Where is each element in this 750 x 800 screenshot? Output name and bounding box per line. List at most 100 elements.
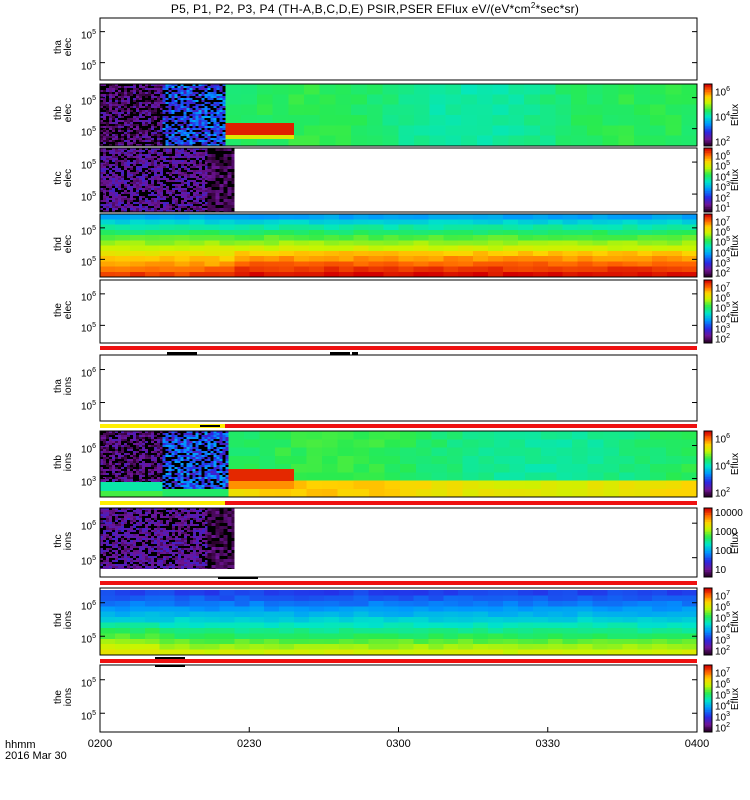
heat-cell [157, 202, 160, 204]
heat-cell [162, 120, 166, 122]
heat-cell [192, 122, 196, 124]
colorbar-cell [704, 462, 712, 465]
heat-cell [174, 144, 178, 146]
heat-cell [121, 196, 124, 198]
heat-cell [187, 186, 190, 188]
heat-cell [231, 154, 235, 157]
heat-cell [115, 152, 118, 154]
heat-cell [109, 84, 112, 86]
heat-cell [181, 156, 184, 158]
heat-cell [198, 457, 202, 459]
heat-cell [124, 172, 127, 174]
heat-cell [151, 92, 154, 94]
heat-cell [618, 455, 636, 465]
heat-cell [133, 106, 136, 108]
heat-cell [127, 198, 130, 200]
heat-cell [201, 120, 205, 122]
heat-cell [118, 441, 121, 443]
heat-cell [171, 128, 175, 130]
heat-cell [462, 480, 479, 490]
heat-cell [199, 166, 202, 168]
heat-cell [145, 120, 148, 122]
heat-cell [154, 158, 157, 160]
heat-cell [168, 475, 172, 477]
heat-cell [106, 196, 109, 198]
heat-cell [222, 471, 226, 473]
heat-cell [145, 467, 148, 469]
heat-cell [165, 467, 169, 469]
colorbar-cell [704, 180, 712, 183]
heat-cell [115, 134, 118, 136]
heat-cell [183, 106, 187, 108]
heat-cell [169, 172, 172, 174]
heat-cell [186, 106, 190, 108]
heat-cell [473, 256, 489, 262]
heat-cell [174, 453, 178, 455]
heat-cell [142, 461, 145, 463]
colorbar-cell [704, 164, 712, 167]
heat-cell [130, 198, 133, 200]
heat-cell [145, 98, 148, 100]
heat-cell [160, 124, 163, 126]
heat-cell [547, 250, 564, 257]
heat-cell [368, 256, 385, 262]
heat-cell [195, 439, 199, 441]
heat-cell [204, 130, 208, 132]
heat-cell [174, 485, 178, 487]
heat-cell [103, 96, 106, 98]
heat-cell [136, 84, 139, 86]
heat-cell [201, 130, 205, 132]
heat-cell [178, 200, 181, 202]
heat-cell [165, 479, 169, 481]
heat-cell [231, 181, 235, 184]
heat-cell [413, 245, 429, 252]
heat-cell [133, 128, 136, 130]
heat-cell [127, 176, 130, 178]
heat-cell [159, 271, 176, 278]
heat-cell [222, 441, 226, 443]
heat-cell [106, 126, 109, 128]
heat-cell [219, 181, 224, 184]
heat-cell [189, 235, 206, 241]
heat-cell [148, 208, 151, 210]
heat-cell [115, 437, 118, 439]
heat-cell [187, 198, 190, 200]
heat-cell [171, 142, 175, 144]
heat-cell [162, 455, 166, 457]
heat-cell [213, 84, 217, 86]
heat-cell [443, 214, 459, 220]
colorbar-cell [704, 107, 712, 110]
heat-cell [142, 477, 145, 479]
heat-cell [124, 92, 127, 94]
heat-cell [171, 459, 175, 461]
heat-cell [219, 104, 223, 106]
heat-cell [368, 271, 385, 278]
heat-cell [184, 184, 187, 186]
heat-cell [162, 441, 166, 443]
heat-cell [186, 86, 190, 88]
heat-cell [103, 114, 106, 116]
heat-cell [207, 451, 211, 453]
heat-cell [184, 196, 187, 198]
heat-cell [151, 178, 154, 180]
heat-cell [213, 114, 217, 116]
heat-cell [223, 187, 228, 190]
colorbar-cell [704, 225, 712, 228]
heat-cell [103, 534, 106, 536]
heat-cell [136, 481, 139, 482]
heat-cell [219, 261, 235, 268]
heat-cell [139, 202, 142, 204]
heat-cell [177, 92, 181, 94]
heat-cell [592, 261, 609, 268]
heat-cell [112, 122, 115, 124]
heat-cell [227, 193, 232, 196]
heat-cell [540, 447, 558, 457]
heat-cell [106, 134, 109, 136]
heat-cell [160, 96, 163, 98]
heat-cell [216, 431, 220, 433]
heat-cell [133, 118, 136, 120]
heat-cell [186, 120, 190, 122]
heat-cell [160, 174, 163, 176]
colorbar-cell [704, 184, 712, 187]
heat-cell [163, 166, 166, 168]
